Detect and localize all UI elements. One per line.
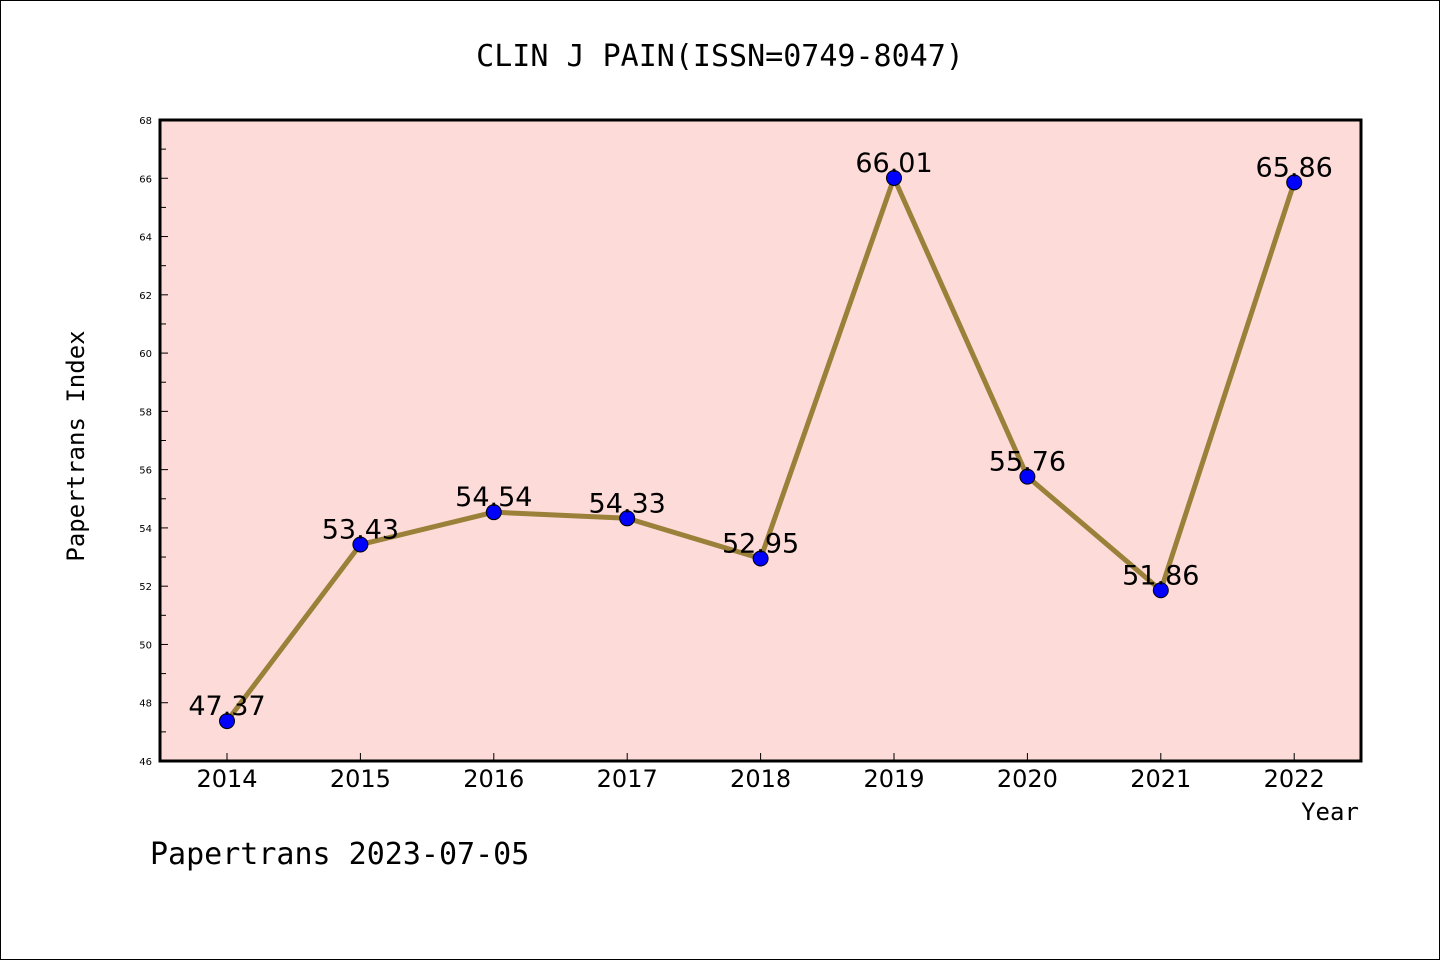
series-group: 47.37 53.43 54.54 54.33 52.95 66.01 55.76 51.86… [188,148,1333,730]
x-axis-ticks: 2014 2015 2016 2017 2018 2019 2020 2021 2022 [196,753,1325,793]
data-label: 65.86 [1256,152,1333,183]
y-tick-label: 52 [139,582,152,593]
data-point [219,713,235,730]
x-tick-label: 2014 [196,765,257,793]
chart-title: CLIN J PAIN(ISSN=0749-8047) [476,39,964,74]
x-axis-label: Year [1301,798,1359,826]
data-point [1286,174,1303,191]
y-tick-label: 58 [139,407,152,418]
x-tick-label: 2021 [1130,765,1191,793]
data-label: 66.01 [855,148,932,179]
data-point [619,510,636,527]
y-tick-label: 46 [139,757,152,768]
data-point [1019,468,1036,485]
data-point [752,550,769,567]
y-tick-label: 68 [139,116,152,127]
data-point [352,536,369,553]
data-label: 51.86 [1122,560,1199,591]
y-tick-label: 64 [139,233,152,244]
data-label: 54.54 [455,482,532,513]
y-tick-label: 56 [139,466,152,477]
y-tick-label: 66 [139,174,152,185]
plot-area [160,120,1361,761]
data-point [886,169,902,186]
footer-text: Papertrans 2023-07-05 [150,837,529,872]
data-label: 53.43 [322,515,399,546]
y-tick-label: 60 [139,349,152,360]
x-tick-label: 2015 [330,765,391,793]
plot-border [158,118,1363,763]
data-point [1152,582,1169,599]
x-tick-label: 2020 [997,765,1058,793]
x-tick-label: 2022 [1264,765,1325,793]
x-tick-label: 2017 [597,765,658,793]
data-label: 47.37 [188,691,265,722]
y-tick-label: 50 [139,640,152,651]
data-label: 54.33 [589,488,666,519]
y-tick-label: 54 [139,524,152,535]
x-tick-label: 2018 [730,765,791,793]
x-tick-label: 2016 [463,765,524,793]
data-label: 55.76 [989,447,1066,478]
y-tick-label: 48 [139,699,152,710]
x-tick-label: 2019 [863,765,924,793]
y-axis-label: Papertrans Index [62,330,90,561]
y-tick-label: 62 [139,291,152,302]
data-label: 52.95 [722,529,799,560]
data-point [485,504,502,521]
